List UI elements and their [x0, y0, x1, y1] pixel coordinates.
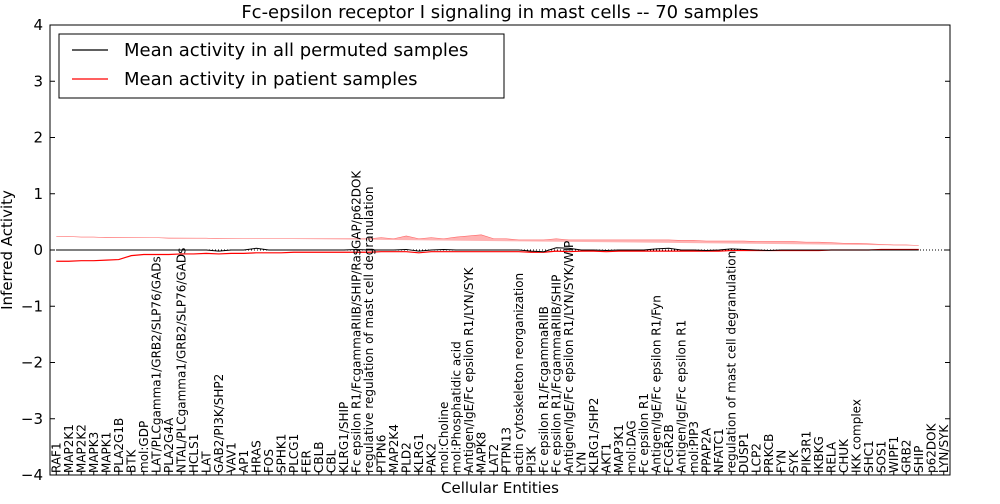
legend-label-patient: Mean activity in patient samples [124, 69, 418, 90]
x-tick-label: KLRG1 [412, 433, 426, 473]
x-tick-label: CBL [324, 449, 338, 473]
x-tick-label: PI3K [524, 446, 538, 473]
x-tick-label: GAB2/PI3K/SHP2 [212, 374, 226, 473]
x-tick-label: IKBKG [812, 436, 826, 473]
x-tick-label: GRB2 [899, 439, 913, 473]
x-tick-label: PTPN6 [374, 435, 388, 473]
x-tick-label: KLRG1/SHP2 [587, 398, 601, 473]
x-tick-label: SHC1 [862, 440, 876, 473]
x-tick-label: AP1 [237, 450, 251, 473]
x-tick-label: LAT2 [487, 444, 501, 473]
y-tick-label: −2 [21, 354, 43, 372]
x-tick-label: Antigen/IgE/Fc epsilon R1 [674, 320, 688, 473]
x-tick-label: PRKCB [762, 434, 776, 473]
x-tick-label: SHIP [912, 446, 926, 473]
x-axis-label: Cellular Entities [441, 479, 559, 497]
x-tick-label: MAPK8 [474, 432, 488, 473]
x-tick-label: PLD2 [399, 442, 413, 473]
x-tick-label: Antigen/IgE/Fc epsilon R1/LYN/SYK/WIP [562, 241, 576, 473]
x-tick-label: AKT1 [599, 443, 613, 473]
x-tick-label: CHUK [837, 438, 851, 473]
y-axis-label: Inferred Activity [0, 190, 16, 310]
x-tick-label: PLA2G1B [112, 418, 126, 473]
x-tick-label: WIPF1 [887, 436, 901, 473]
x-tick-label: Antigen/IgE/Fc epsilon R1/LYN/SYK [462, 266, 476, 473]
x-tick-label: mol:DAG [624, 420, 638, 473]
x-tick-label: FER [299, 450, 313, 473]
x-tick-label: DUSP1 [737, 432, 751, 473]
y-tick-label: 2 [33, 129, 43, 147]
x-tick-label: regulation of mast cell degranulation [724, 251, 738, 473]
x-tick-label: regulative regulation of mast cell degra… [362, 186, 376, 473]
x-tick-label: BTK [124, 448, 138, 473]
legend: Mean activity in all permuted samples Me… [58, 33, 505, 99]
x-tick-label: PLA2G4A [162, 417, 176, 473]
x-tick-label: PLCG1 [287, 434, 301, 473]
x-tick-label: RAF1 [49, 442, 63, 473]
series-line-permuted [56, 247, 919, 253]
x-tick-label: KLRG1/SHIP [337, 402, 351, 473]
x-tick-label: VAV1 [224, 442, 238, 473]
x-tick-label: PTPN13 [499, 427, 513, 473]
x-tick-label: IKK complex [849, 399, 863, 473]
y-tick-label: 4 [33, 16, 43, 34]
x-tick-label: LCP2 [749, 443, 763, 473]
x-tick-label: mol:Phosphatidic acid [449, 341, 463, 473]
y-tick-label: −3 [21, 410, 43, 428]
x-tick-label: actin cytoskeleton reorganization [512, 273, 526, 473]
x-tick-label: LYN [574, 452, 588, 473]
x-tick-label: mol:PIP3 [687, 421, 701, 473]
x-tick-label: Fc epsilon R1/FcgammaRIIB [537, 306, 551, 473]
y-tick-label: 1 [33, 185, 43, 203]
x-tick-label: Fc epsilon R1/FcgammaRIIB/SHIP/RasGAP/p6… [349, 170, 363, 473]
y-tick-label: 3 [33, 72, 43, 90]
x-tick-label: SYK [787, 449, 801, 473]
x-tick-label: NTAL/PLCgamma1/GRB2/SLP76/GADs [174, 248, 188, 473]
x-tick-label: FYN [774, 450, 788, 473]
x-tick-label: PIK3R1 [799, 431, 813, 473]
patient-activity-band [56, 234, 919, 246]
x-tick-label: PAK2 [424, 443, 438, 473]
x-tick-label: MAP2K4 [387, 424, 401, 473]
legend-label-permuted: Mean activity in all permuted samples [124, 40, 468, 61]
x-tick-label: MAPK3 [87, 432, 101, 473]
x-tick-label: Fc epsilon R1 [637, 393, 651, 473]
x-tick-label: p62DOK [924, 422, 938, 473]
x-tick-label: SPHK1 [274, 434, 288, 473]
x-tick-label: mol:Choline [437, 402, 451, 473]
x-tick-label: HRAS [249, 440, 263, 473]
x-tick-label: MAP2K1 [62, 424, 76, 473]
x-tick-label: FOS [262, 449, 276, 473]
x-tick-label: HCLS1 [187, 434, 201, 473]
x-tick-label: NFATC1 [712, 428, 726, 473]
y-tick-label: 0 [33, 241, 43, 259]
x-tick-label: LYN/SYK [937, 424, 951, 473]
x-tick-label: Fc epsilon R1/FcgammaRIIB/SHIP [549, 275, 563, 473]
x-tick-label: MAPK1 [99, 432, 113, 473]
x-tick-label: PPAP2A [699, 427, 713, 473]
x-tick-label: LAT/PLCgamma1/GRB2/SLP76/GADs [149, 256, 163, 473]
x-tick-label: RELA [824, 441, 838, 473]
x-tick-label: SOS1 [874, 441, 888, 473]
x-tick-label: MAP2K2 [74, 424, 88, 473]
x-tick-label: CBLB [312, 441, 326, 473]
x-tick-label: mol:GDP [137, 421, 151, 473]
chart-title: Fc-epsilon receptor I signaling in mast … [241, 2, 758, 23]
legend-box [58, 33, 505, 99]
x-tick-label: FCGR2B [662, 424, 676, 473]
x-tick-label: LAT [199, 451, 213, 473]
y-tick-label: −4 [21, 466, 43, 484]
x-tick-label: MAP3K1 [612, 424, 626, 473]
y-tick-label: −1 [21, 297, 43, 315]
x-tick-label: Antigen/IgE/Fc epsilon R1/Fyn [649, 295, 663, 473]
